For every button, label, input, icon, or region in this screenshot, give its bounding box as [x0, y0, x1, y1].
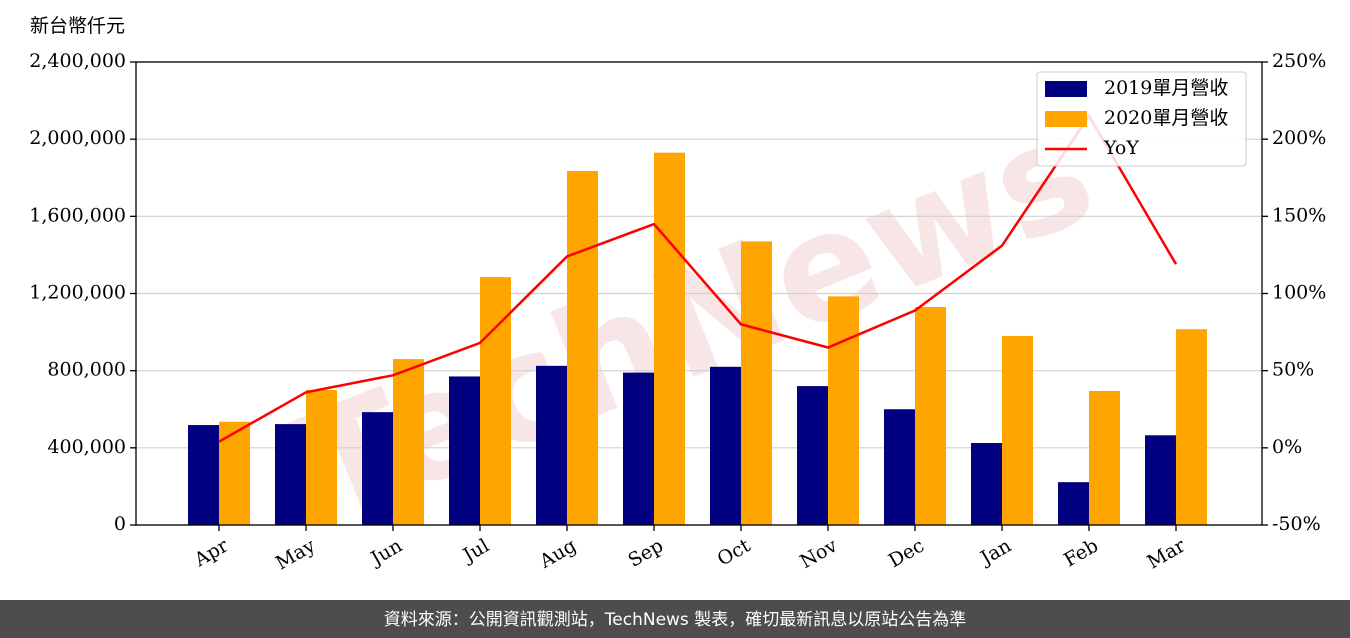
y2-tick-label: 200%: [1272, 127, 1326, 149]
bar: [1058, 482, 1089, 525]
bar: [449, 376, 480, 525]
bar: [393, 359, 424, 525]
x-tick-label: May: [272, 534, 319, 574]
bar: [362, 412, 393, 525]
bar: [623, 372, 654, 525]
legend-swatch: [1045, 111, 1087, 127]
y-tick-label: 0: [114, 513, 126, 535]
bar: [567, 170, 598, 525]
bar: [654, 152, 685, 525]
line: [218, 113, 1178, 443]
y2-tick-label: 50%: [1272, 359, 1314, 381]
y-tick-label: 800,000: [47, 359, 126, 381]
bar: [1089, 390, 1120, 525]
x-tick-label: Mar: [1143, 534, 1189, 573]
x-tick-label: Aug: [535, 535, 580, 574]
x-tick-label: Feb: [1060, 535, 1102, 572]
bar: [480, 277, 511, 525]
y-tick-label: 1,600,000: [29, 204, 126, 226]
bar: [306, 389, 337, 525]
bar: [915, 307, 946, 525]
y2-tick-label: 0%: [1272, 436, 1302, 458]
x-tick-label: Oct: [714, 534, 755, 570]
bar: [884, 409, 915, 525]
bar: [188, 425, 219, 525]
bar: [1002, 335, 1033, 525]
bar: [797, 386, 828, 525]
y-tick-label: 2,400,000: [29, 50, 126, 72]
bar: [1145, 435, 1176, 525]
x-tick-label: Jul: [458, 535, 493, 568]
x-tick-label: Dec: [885, 535, 928, 573]
y2-tick-label: -50%: [1272, 513, 1321, 535]
x-tick-label: Jan: [975, 535, 1015, 571]
y-tick-label: 2,000,000: [29, 127, 126, 149]
bar: [710, 366, 741, 525]
bar: [275, 424, 306, 525]
bar: [971, 443, 1002, 525]
footer-text: 資料來源：公開資訊觀測站，TechNews 製表，確切最新訊息以原站公告為準: [384, 610, 966, 630]
x-tick-label: Apr: [190, 534, 233, 571]
y2-tick-label: 150%: [1272, 204, 1326, 226]
bar: [536, 365, 567, 525]
legend-box: [1036, 71, 1247, 167]
x-tick-label: Nov: [796, 534, 841, 573]
footer-bar: [0, 600, 1350, 638]
bar: [828, 296, 859, 525]
y2-tick-label: 250%: [1272, 50, 1326, 72]
x-tick-label: Sep: [624, 535, 667, 572]
y-tick-label: 400,000: [47, 436, 126, 458]
legend-label: 2019單月營收: [1104, 77, 1228, 99]
y2-tick-label: 100%: [1272, 282, 1326, 304]
bar: [1176, 329, 1207, 525]
legend-swatch: [1045, 81, 1087, 97]
plot-frame: [135, 61, 1263, 526]
bar: [741, 241, 772, 525]
legend-label: 2020單月營收: [1104, 107, 1228, 129]
y-tick-label: 1,200,000: [29, 282, 126, 304]
bar: [219, 421, 250, 525]
legend-label: YoY: [1103, 137, 1139, 159]
y-axis-label: 新台幣仟元: [30, 15, 125, 37]
